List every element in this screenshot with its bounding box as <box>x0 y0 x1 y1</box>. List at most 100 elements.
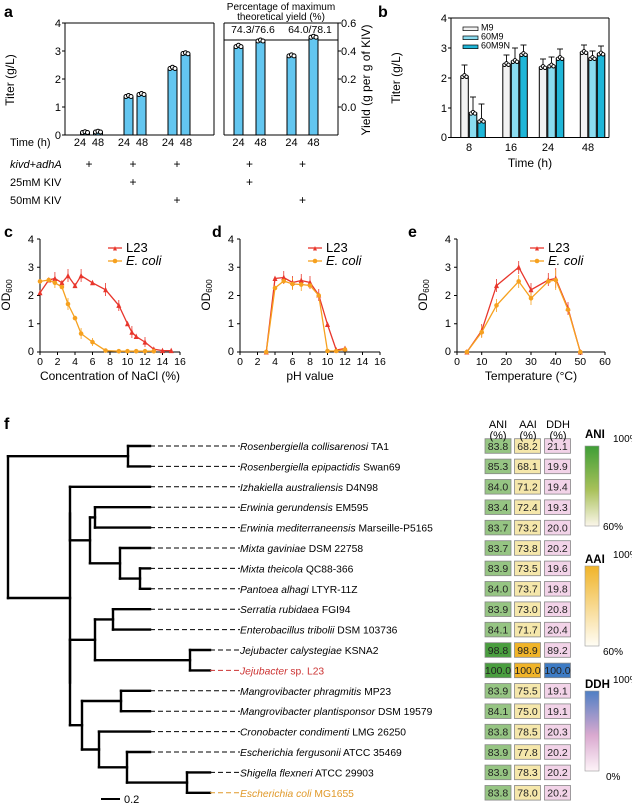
svg-text:20.2: 20.2 <box>547 767 568 779</box>
svg-text:84.1: 84.1 <box>488 624 509 636</box>
svg-text:0.2: 0.2 <box>124 794 139 806</box>
svg-text:60%: 60% <box>603 647 623 658</box>
svg-text:3: 3 <box>55 46 61 58</box>
svg-text:Serratia rubidaea FGI94: Serratia rubidaea FGI94 <box>240 605 351 616</box>
svg-text:73.0: 73.0 <box>517 604 538 616</box>
svg-text:48: 48 <box>136 137 148 149</box>
svg-text:83.8: 83.8 <box>488 441 509 453</box>
svg-text:0.6: 0.6 <box>341 18 356 30</box>
svg-text:19.8: 19.8 <box>547 584 568 596</box>
svg-text:25mM KIV: 25mM KIV <box>10 177 62 189</box>
svg-text:0.2: 0.2 <box>341 74 356 86</box>
svg-text:71.7: 71.7 <box>517 624 538 636</box>
svg-text:78.3: 78.3 <box>517 767 538 779</box>
svg-text:85.3: 85.3 <box>488 461 509 473</box>
svg-text:64.0/78.1: 64.0/78.1 <box>288 24 332 36</box>
svg-text:83.9: 83.9 <box>488 747 509 759</box>
svg-text:100%: 100% <box>613 550 632 561</box>
svg-text:73.8: 73.8 <box>517 543 538 555</box>
svg-text:Rosenbergiella epipactidis Swa: Rosenbergiella epipactidis Swan69 <box>240 462 401 473</box>
svg-text:Pantoea alhagi LTYR-11Z: Pantoea alhagi LTYR-11Z <box>240 585 358 596</box>
svg-text:1: 1 <box>55 102 61 114</box>
svg-text:0.4: 0.4 <box>341 46 356 58</box>
svg-text:73.2: 73.2 <box>517 522 538 534</box>
svg-text:AAI: AAI <box>585 554 605 566</box>
svg-text:19.9: 19.9 <box>547 461 568 473</box>
svg-text:+: + <box>299 193 306 207</box>
svg-text:20.3: 20.3 <box>547 726 568 738</box>
svg-text:2: 2 <box>55 74 61 86</box>
svg-text:+: + <box>129 157 136 171</box>
svg-text:72.4: 72.4 <box>517 502 538 514</box>
svg-text:24: 24 <box>162 137 174 149</box>
svg-text:+: + <box>246 175 253 189</box>
svg-text:20.2: 20.2 <box>547 788 568 800</box>
svg-text:24: 24 <box>285 137 297 149</box>
svg-text:Shigella flexneri ATCC 29903: Shigella flexneri ATCC 29903 <box>240 768 374 779</box>
svg-text:19.6: 19.6 <box>547 563 568 575</box>
svg-text:84.0: 84.0 <box>488 482 509 494</box>
svg-text:100.0: 100.0 <box>544 665 570 677</box>
svg-text:+: + <box>299 157 306 171</box>
svg-text:Escherichia coli MG1655: Escherichia coli MG1655 <box>240 789 354 800</box>
svg-text:Titer (g/L): Titer (g/L) <box>3 54 17 106</box>
svg-text:20.2: 20.2 <box>547 543 568 555</box>
svg-text:24: 24 <box>74 137 86 149</box>
svg-text:48: 48 <box>254 137 266 149</box>
svg-text:20.4: 20.4 <box>547 624 568 636</box>
svg-text:19.3: 19.3 <box>547 502 568 514</box>
svg-text:Jejubacter calystegiae KSNA2: Jejubacter calystegiae KSNA2 <box>239 646 379 657</box>
svg-text:75.0: 75.0 <box>517 706 538 718</box>
svg-text:100.0: 100.0 <box>514 665 540 677</box>
svg-text:48: 48 <box>307 137 319 149</box>
svg-text:84.0: 84.0 <box>488 584 509 596</box>
svg-text:Yield (g per g of KIV): Yield (g per g of KIV) <box>359 25 373 136</box>
svg-text:24: 24 <box>118 137 130 149</box>
svg-text:71.2: 71.2 <box>517 482 538 494</box>
svg-text:ANI: ANI <box>585 429 605 441</box>
svg-text:Erwinia mediterraneensis Marse: Erwinia mediterraneensis Marseille-P5165 <box>240 524 433 535</box>
svg-text:0%: 0% <box>606 772 621 783</box>
svg-text:74.3/76.6: 74.3/76.6 <box>231 24 275 36</box>
svg-text:Erwinia gerundensis EM595: Erwinia gerundensis EM595 <box>240 503 368 514</box>
svg-text:Mangrovibacter plantisponsor D: Mangrovibacter plantisponsor DSM 19579 <box>240 707 433 718</box>
svg-text:theoretical yield (%): theoretical yield (%) <box>237 12 325 23</box>
svg-text:100%: 100% <box>613 675 632 686</box>
svg-text:+: + <box>85 157 92 171</box>
svg-text:20.0: 20.0 <box>547 522 568 534</box>
svg-text:+: + <box>173 193 180 207</box>
svg-text:Cronobacter condimenti LMG 262: Cronobacter condimenti LMG 26250 <box>240 728 406 739</box>
svg-text:73.5: 73.5 <box>517 563 538 575</box>
svg-text:19.1: 19.1 <box>547 686 568 698</box>
svg-text:Time (h): Time (h) <box>10 137 51 149</box>
svg-text:Rosenbergiella collisarenosi T: Rosenbergiella collisarenosi TA1 <box>240 442 389 453</box>
svg-text:83.8: 83.8 <box>488 726 509 738</box>
svg-text:84.1: 84.1 <box>488 706 509 718</box>
svg-text:+: + <box>129 175 136 189</box>
svg-text:20.2: 20.2 <box>547 747 568 759</box>
svg-text:78.0: 78.0 <box>517 788 538 800</box>
svg-text:78.5: 78.5 <box>517 726 538 738</box>
svg-text:+: + <box>173 157 180 171</box>
svg-text:75.5: 75.5 <box>517 686 538 698</box>
svg-text:83.4: 83.4 <box>488 502 509 514</box>
svg-text:(%): (%) <box>519 430 536 442</box>
svg-text:19.1: 19.1 <box>547 706 568 718</box>
svg-text:(%): (%) <box>549 430 566 442</box>
svg-text:73.7: 73.7 <box>517 584 538 596</box>
svg-text:83.8: 83.8 <box>488 788 509 800</box>
svg-text:24: 24 <box>232 137 244 149</box>
svg-text:4: 4 <box>55 18 61 30</box>
svg-text:0: 0 <box>55 130 61 142</box>
svg-text:98.9: 98.9 <box>517 645 538 657</box>
svg-text:Jejubacter sp. L23: Jejubacter sp. L23 <box>239 666 324 677</box>
svg-text:83.7: 83.7 <box>488 522 509 534</box>
svg-text:60%: 60% <box>603 522 623 533</box>
svg-text:48: 48 <box>180 137 192 149</box>
svg-text:68.2: 68.2 <box>517 441 538 453</box>
svg-text:48: 48 <box>92 137 104 149</box>
svg-text:68.1: 68.1 <box>517 461 538 473</box>
svg-text:20.8: 20.8 <box>547 604 568 616</box>
svg-text:83.9: 83.9 <box>488 767 509 779</box>
svg-text:+: + <box>246 157 253 171</box>
